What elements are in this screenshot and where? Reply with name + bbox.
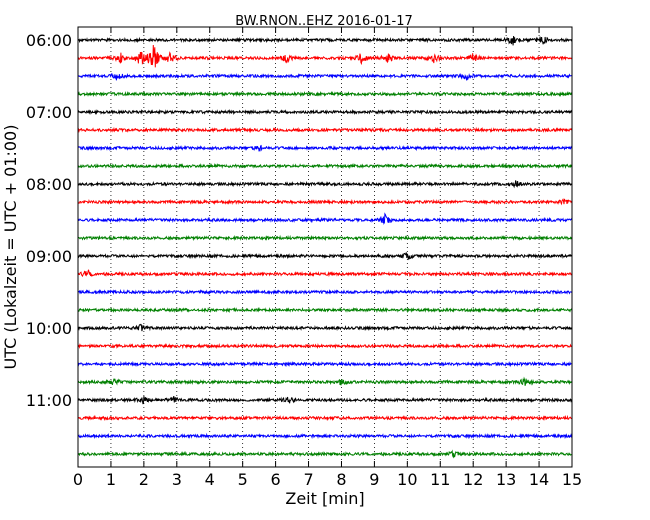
- trace-line: [77, 414, 573, 422]
- plot-frame: [77, 26, 573, 468]
- trace-line: [77, 449, 573, 459]
- trace-line: [77, 162, 573, 170]
- x-tick-label: 15: [562, 470, 582, 489]
- x-tick-label: 6: [271, 470, 281, 489]
- x-tick-label: 12: [463, 470, 483, 489]
- x-tick-label: 9: [369, 470, 379, 489]
- trace-line: [77, 126, 573, 134]
- trace-line: [77, 212, 573, 225]
- y-tick-label: 11:00: [26, 391, 72, 410]
- y-tick-label: 10:00: [26, 319, 72, 338]
- x-tick-label: 7: [303, 470, 313, 489]
- trace-line: [77, 90, 573, 98]
- x-tick-label: 2: [139, 470, 149, 489]
- x-tick-label: 4: [205, 470, 215, 489]
- x-tick-label: 0: [73, 470, 83, 489]
- trace-line: [77, 376, 573, 386]
- trace-line: [77, 323, 573, 332]
- trace-line: [77, 306, 573, 314]
- trace-line: [77, 395, 573, 405]
- trace-line: [77, 108, 573, 116]
- trace-line: [77, 288, 573, 296]
- trace-line: [77, 72, 573, 81]
- y-tick-label: 09:00: [26, 247, 72, 266]
- x-tick-label: 10: [397, 470, 417, 489]
- trace-line: [77, 35, 573, 46]
- trace-group: [77, 35, 573, 459]
- y-tick-label: 06:00: [26, 31, 72, 50]
- x-tick-label: 5: [238, 470, 248, 489]
- y-axis: 06:00 07:00 08:00 09:00 10:00 11:00: [26, 31, 572, 410]
- vertical-grid: [110, 27, 540, 467]
- x-tick-label: 3: [172, 470, 182, 489]
- y-axis-label: UTC (Lokalzeit = UTC + 01:00): [1, 125, 20, 370]
- y-tick-label: 07:00: [26, 103, 72, 122]
- trace-line: [77, 234, 573, 242]
- x-tick-label: 14: [529, 470, 549, 489]
- x-axis: 0 1 2 3 4 5 6 7 8 9 10 11 12 13 14 15: [73, 27, 582, 489]
- trace-line: [77, 342, 573, 350]
- x-axis-label: Zeit [min]: [285, 489, 364, 508]
- x-tick-label: 1: [106, 470, 116, 489]
- chart-title: BW.RNON..EHZ 2016-01-17: [235, 14, 413, 29]
- x-tick-label: 13: [496, 470, 516, 489]
- x-tick-label: 8: [336, 470, 346, 489]
- trace-line: [78, 44, 573, 68]
- trace-line: [77, 360, 573, 368]
- trace-line: [77, 269, 573, 278]
- trace-line: [77, 144, 573, 152]
- trace-line: [77, 252, 573, 261]
- y-tick-label: 08:00: [26, 175, 72, 194]
- trace-line: [77, 432, 573, 440]
- trace-line: [77, 180, 573, 189]
- x-tick-label: 11: [430, 470, 450, 489]
- trace-line: [77, 198, 573, 206]
